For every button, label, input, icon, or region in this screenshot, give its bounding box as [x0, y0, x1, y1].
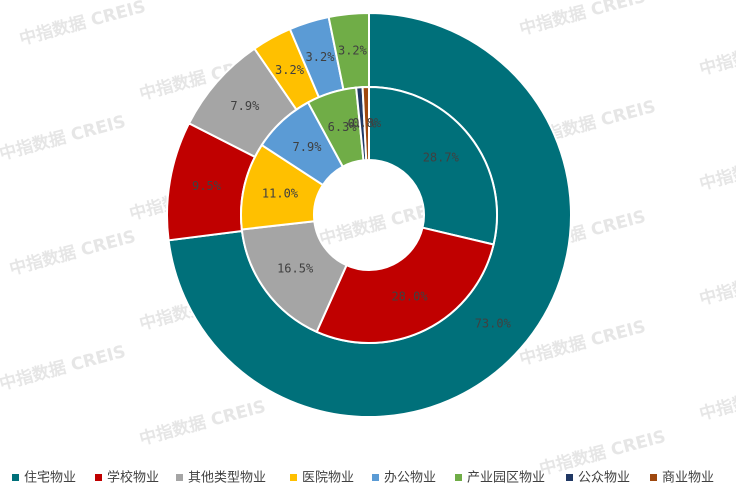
legend-swatch [372, 474, 379, 481]
legend-swatch [650, 474, 657, 481]
data-label: 16.5% [277, 262, 314, 276]
data-label: 11.0% [262, 186, 299, 200]
data-label: 9.5% [192, 179, 222, 193]
watermark: 中指数据 CREIS [697, 26, 736, 80]
data-label: 28.0% [391, 290, 428, 304]
legend-swatch [566, 474, 573, 481]
data-label: 28.7% [423, 151, 460, 165]
legend-label: 学校物业 [107, 470, 159, 486]
data-label: 3.2% [338, 43, 368, 57]
watermark: 中指数据 CREIS [0, 341, 128, 395]
legend-label: 办公物业 [384, 471, 436, 486]
slice [240, 220, 348, 334]
watermark: 中指数据 CREIS [697, 371, 736, 425]
slice [361, 85, 370, 162]
legend-label: 商业物业 [662, 471, 714, 486]
legend-swatch [176, 474, 183, 481]
watermark: 中指数据 CREIS [137, 396, 268, 450]
legend-label: 医院物业 [302, 471, 354, 486]
slice [368, 85, 498, 246]
data-label: 73.0% [475, 317, 512, 331]
data-label: 3.2% [275, 63, 305, 77]
legend-label: 产业园区物业 [467, 471, 545, 486]
data-label: 6.3% [328, 120, 358, 134]
legend-swatch [12, 474, 19, 481]
legend-label: 其他类型物业 [188, 471, 266, 486]
legend-swatch [95, 474, 102, 481]
data-label: 7.9% [230, 99, 260, 113]
slice [315, 226, 495, 344]
watermark: 中指数据 CREIS [697, 256, 736, 310]
legend-swatch [290, 474, 297, 481]
watermark: 中指数据 CREIS [517, 0, 648, 40]
legend-label: 公众物业 [578, 471, 630, 486]
data-label: 3.2% [306, 50, 336, 64]
watermark: 中指数据 CREIS [7, 226, 138, 280]
data-label: 7.9% [293, 140, 323, 154]
data-label: 0.8% [352, 116, 382, 130]
watermark: 中指数据 CREIS [697, 141, 736, 195]
legend-label: 住宅物业 [24, 471, 76, 486]
watermark: 中指数据 CREIS [0, 111, 128, 165]
legend-swatch [455, 474, 462, 481]
watermark: 中指数据 CREIS [17, 0, 148, 50]
